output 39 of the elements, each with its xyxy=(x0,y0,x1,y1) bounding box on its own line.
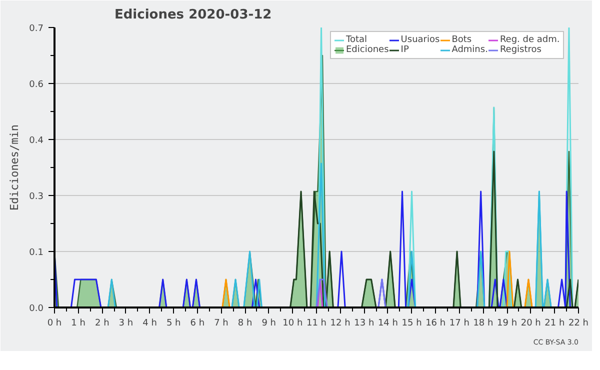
x-tick-label: 11 h xyxy=(306,318,327,328)
x-tick-label: 19 h xyxy=(497,318,518,328)
chart-title: Ediciones 2020-03-12 xyxy=(114,8,272,22)
x-tick-label: 14 h xyxy=(378,318,398,328)
legend-label: IP xyxy=(400,45,410,55)
x-tick-label: 17 h xyxy=(449,318,470,328)
y-tick-label: 0.6 xyxy=(29,80,44,90)
x-tick-label: 1 h xyxy=(71,318,86,328)
x-tick-label: 9 h xyxy=(262,318,276,328)
legend-label: Ediciones xyxy=(346,45,389,55)
y-axis-title: Ediciones/min xyxy=(8,124,22,211)
x-tick-label: 22 h xyxy=(568,318,589,328)
x-tick-label: 6 h xyxy=(190,318,205,328)
x-tick-label: 10 h xyxy=(282,318,303,328)
x-tick-label: 2 h xyxy=(94,318,110,328)
x-tick-label: 3 h xyxy=(118,318,134,328)
x-tick-label: 5 h xyxy=(166,318,181,328)
x-tick-label: 16 h xyxy=(426,318,446,328)
legend-label: Registros xyxy=(500,45,542,55)
x-tick-label: 21 h xyxy=(544,318,565,328)
x-tick-label: 15 h xyxy=(402,318,422,328)
y-tick-label: 0.3 xyxy=(29,192,44,202)
legend-label: Bots xyxy=(452,35,472,45)
x-tick-label: 18 h xyxy=(473,318,494,328)
y-tick-label: 0.0 xyxy=(29,304,44,314)
x-tick-label: 13 h xyxy=(354,318,374,328)
y-tick-label: 0.1 xyxy=(29,248,44,258)
legend-label: Usuarios xyxy=(400,35,440,45)
x-tick-label: 8 h xyxy=(238,318,252,328)
x-tick-label: 20 h xyxy=(520,318,541,328)
legend-label: Admins. xyxy=(452,45,488,55)
y-tick-label: 0.4 xyxy=(29,136,44,146)
x-tick-label: 0 h xyxy=(47,318,62,328)
y-tick-label: 0.7 xyxy=(29,24,44,34)
x-tick-label: 12 h xyxy=(330,318,350,328)
x-tick-label: 4 h xyxy=(142,318,157,328)
legend-label: Reg. de adm. xyxy=(500,35,560,45)
x-tick-label: 7 h xyxy=(214,318,228,328)
legend-label: Total xyxy=(346,35,368,45)
